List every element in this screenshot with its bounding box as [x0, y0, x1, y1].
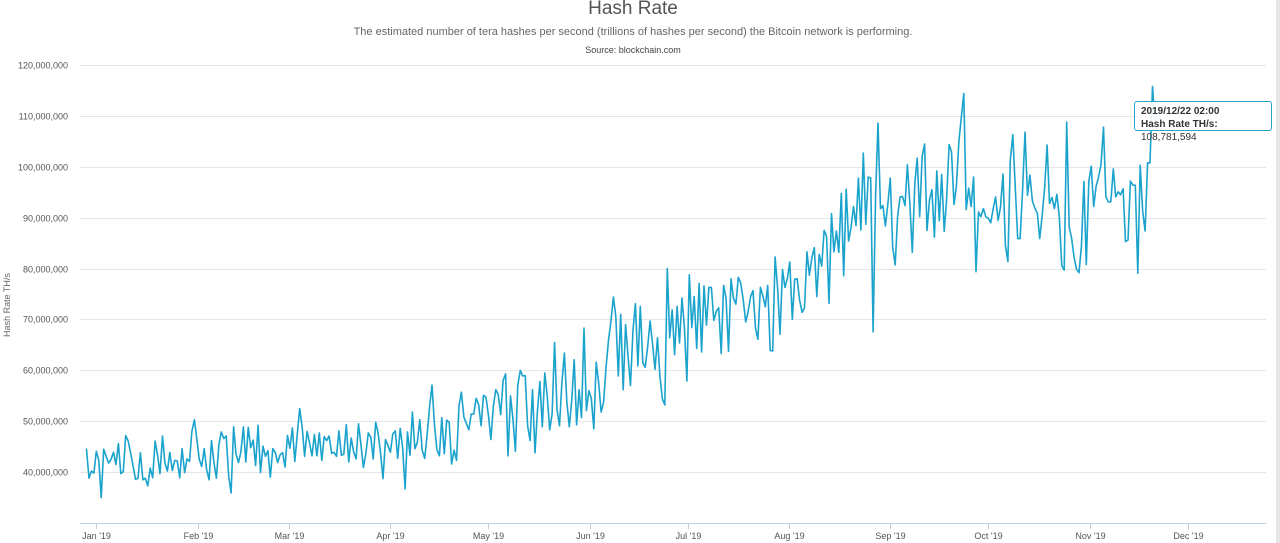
x-tick-label: Aug '19	[774, 531, 804, 541]
y-tick-label: 50,000,000	[23, 417, 68, 427]
scrollbar-edge	[1276, 0, 1280, 543]
hash-rate-series-line	[85, 85, 1159, 499]
y-axis-label: Hash Rate TH/s	[2, 273, 12, 337]
y-tick-label: 100,000,000	[18, 163, 68, 173]
chart-subtitle: The estimated number of tera hashes per …	[353, 26, 913, 38]
x-tick-label: Dec '19	[1173, 531, 1203, 541]
y-axis-ticks: 40,000,000 50,000,000 60,000,000 70,000,000…	[18, 61, 68, 478]
y-tick-label: 90,000,000	[23, 214, 68, 224]
x-tick-label: Mar '19	[275, 531, 305, 541]
x-tick-label: Jul '19	[676, 531, 702, 541]
x-tick-label: Feb '19	[184, 531, 214, 541]
tooltip-value: 108,781,594	[1141, 132, 1197, 143]
x-tick-label: May '19	[473, 531, 504, 541]
series-layer	[85, 85, 1159, 499]
x-tick-label: Sep '19	[875, 531, 905, 541]
x-tick-label: Oct '19	[974, 531, 1002, 541]
y-tick-label: 40,000,000	[23, 468, 68, 478]
y-tick-label: 120,000,000	[18, 61, 68, 71]
y-tick-label: 110,000,000	[19, 112, 68, 122]
y-tick-label: 70,000,000	[23, 315, 68, 325]
tooltip-date: 2019/12/22 02:00	[1141, 106, 1220, 117]
x-axis-ticks: Jan '19 Feb '19 Mar '19 Apr '19 May '19 Jun '…	[80, 523, 1266, 541]
hover-tooltip: 2019/12/22 02:00 Hash Rate TH/s: 108,781…	[1134, 101, 1272, 143]
x-tick-label: Apr '19	[376, 531, 404, 541]
chart-title: Hash Rate	[588, 0, 678, 19]
chart-source: Source: blockchain.com	[585, 45, 681, 55]
x-tick-label: Nov '19	[1075, 531, 1105, 541]
tooltip-value-row: Hash Rate TH/s: 108,781,594	[1141, 119, 1218, 143]
x-tick-label: Jun '19	[576, 531, 605, 541]
grid-lines	[80, 65, 1266, 473]
tooltip-series-label: Hash Rate TH/s	[1141, 119, 1215, 130]
y-tick-label: 60,000,000	[23, 366, 68, 376]
x-tick-label: Jan '19	[82, 531, 111, 541]
y-tick-label: 80,000,000	[23, 265, 68, 275]
